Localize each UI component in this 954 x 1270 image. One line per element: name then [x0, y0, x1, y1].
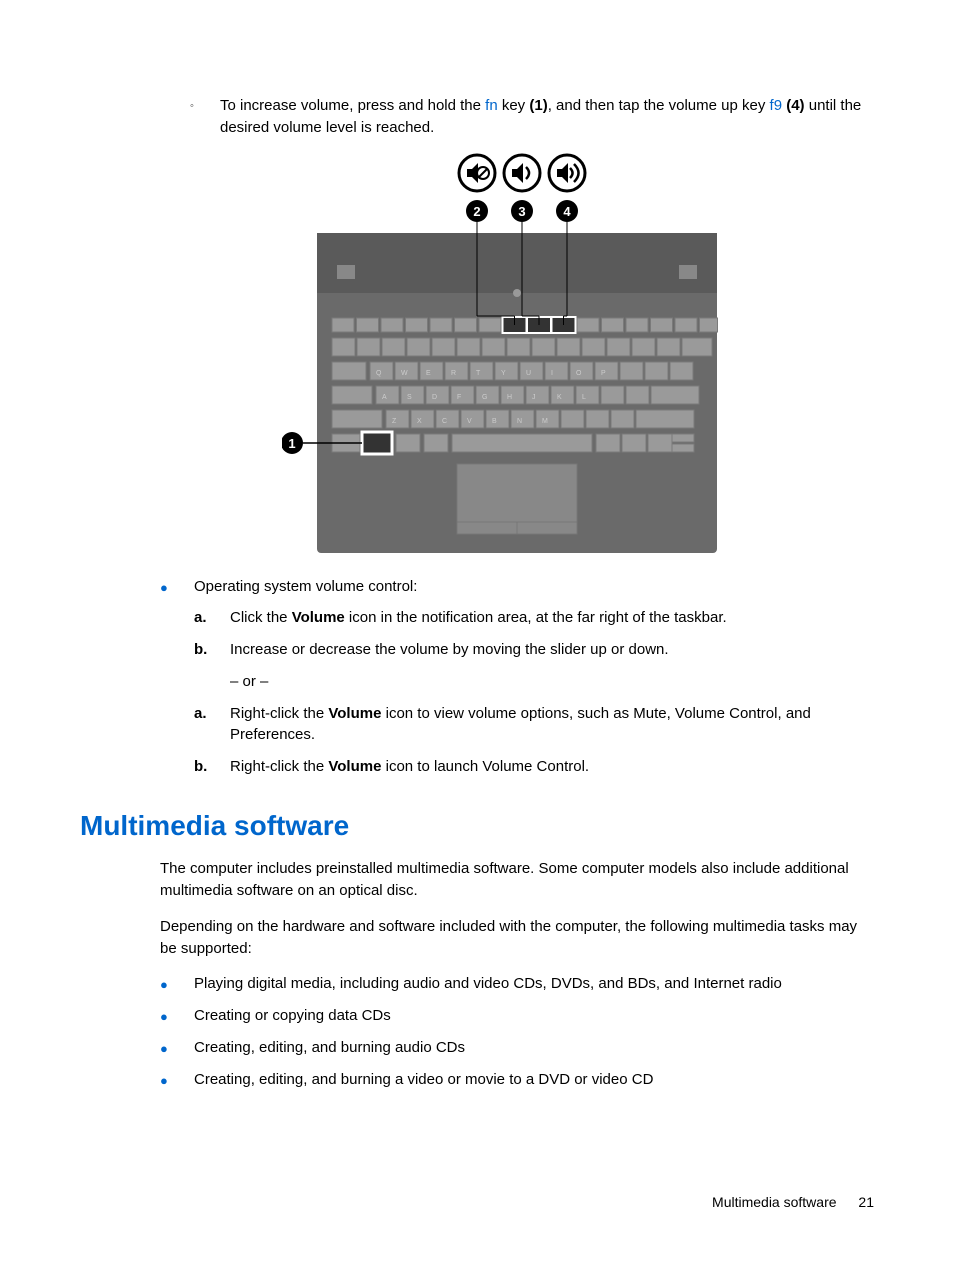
svg-text:F: F [457, 394, 461, 401]
bullet-icon: ● [160, 1069, 194, 1091]
svg-text:Z: Z [392, 418, 397, 425]
increase-volume-instruction: ◦ To increase volume, press and hold the… [190, 95, 874, 139]
step-marker: a. [194, 703, 230, 747]
step-marker: a. [194, 607, 230, 629]
step-text: Click the Volume icon in the notificatio… [230, 607, 874, 629]
svg-text:S: S [407, 394, 412, 401]
step-text: Right-click the Volume icon to view volu… [230, 703, 874, 747]
text-fragment: To increase volume, press and hold the [220, 97, 485, 114]
footer-page-number: 21 [858, 1194, 874, 1210]
f9-key-label: f9 [770, 97, 783, 114]
task-item: ●Creating, editing, and burning a video … [160, 1069, 874, 1091]
svg-text:I: I [551, 370, 553, 377]
step-text: Increase or decrease the volume by movin… [230, 639, 874, 661]
step-marker: b. [194, 756, 230, 778]
svg-text:L: L [582, 394, 586, 401]
step-a: a. Right-click the Volume icon to view v… [194, 703, 874, 747]
step-text: Right-click the Volume icon to launch Vo… [230, 756, 874, 778]
volume-label: Volume [292, 609, 345, 626]
task-item: ●Creating or copying data CDs [160, 1005, 874, 1027]
svg-text:Y: Y [501, 370, 506, 377]
text-fragment: Right-click the [230, 758, 328, 775]
sub-bullet-icon: ◦ [190, 95, 220, 139]
svg-text:3: 3 [518, 204, 525, 219]
svg-text:Q: Q [376, 370, 382, 377]
footer-label: Multimedia software [712, 1194, 837, 1210]
task-text: Creating or copying data CDs [194, 1005, 874, 1027]
task-text: Playing digital media, including audio a… [194, 973, 874, 995]
step-b: b. Right-click the Volume icon to launch… [194, 756, 874, 778]
svg-text:U: U [526, 370, 531, 377]
section-heading-multimedia: Multimedia software [80, 806, 874, 847]
bullet-icon: ● [160, 576, 194, 598]
section-paragraph-1: The computer includes preinstalled multi… [160, 858, 874, 902]
text-fragment: , and then tap the volume up key [548, 97, 770, 114]
svg-text:K: K [557, 394, 562, 401]
callout-ref-1: (1) [529, 97, 547, 114]
os-volume-heading: Operating system volume control: [194, 576, 874, 598]
volume-label: Volume [328, 758, 381, 775]
svg-text:H: H [507, 394, 512, 401]
svg-text:C: C [442, 418, 447, 425]
os-volume-heading-row: ● Operating system volume control: [160, 576, 874, 598]
section-body: The computer includes preinstalled multi… [160, 858, 874, 1090]
os-volume-steps-1: a. Click the Volume icon in the notifica… [194, 607, 874, 661]
bullet-icon: ● [160, 973, 194, 995]
text-fragment: Click the [230, 609, 292, 626]
step-a: a. Click the Volume icon in the notifica… [194, 607, 874, 629]
page-footer: Multimedia software 21 [712, 1192, 874, 1212]
task-text: Creating, editing, and burning a video o… [194, 1069, 874, 1091]
increase-volume-text: To increase volume, press and hold the f… [220, 95, 874, 139]
svg-text:V: V [467, 418, 472, 425]
task-item: ●Playing digital media, including audio … [160, 973, 874, 995]
svg-text:A: A [382, 394, 387, 401]
text-fragment: Right-click the [230, 705, 328, 722]
svg-text:G: G [482, 394, 487, 401]
svg-text:B: B [492, 418, 497, 425]
multimedia-tasks-list: ●Playing digital media, including audio … [160, 973, 874, 1090]
svg-text:X: X [417, 418, 422, 425]
svg-text:2: 2 [473, 204, 480, 219]
text-fragment: icon to launch Volume Control. [381, 758, 589, 775]
os-volume-steps-2: a. Right-click the Volume icon to view v… [194, 703, 874, 778]
svg-text:J: J [532, 394, 536, 401]
fn-key-label: fn [485, 97, 498, 114]
svg-text:D: D [432, 394, 437, 401]
svg-text:W: W [401, 370, 408, 377]
svg-text:M: M [542, 418, 548, 425]
step-marker: b. [194, 639, 230, 661]
text-fragment: icon in the notification area, at the fa… [345, 609, 727, 626]
page-content: ◦ To increase volume, press and hold the… [160, 95, 874, 778]
task-text: Creating, editing, and burning audio CDs [194, 1037, 874, 1059]
callout-ref-4: (4) [786, 97, 804, 114]
volume-label: Volume [328, 705, 381, 722]
bullet-icon: ● [160, 1037, 194, 1059]
svg-text:R: R [451, 370, 456, 377]
svg-text:4: 4 [563, 204, 571, 219]
svg-text:E: E [426, 370, 431, 377]
svg-text:N: N [517, 418, 522, 425]
svg-text:P: P [601, 370, 606, 377]
text-fragment: key [498, 97, 530, 114]
svg-text:T: T [476, 370, 481, 377]
svg-text:1: 1 [288, 436, 295, 451]
keyboard-hotkey-figure: 2 3 4 1 Q W E R T Y U I O P A S D F G H J K L Z X C V B N M [282, 153, 752, 558]
svg-text:O: O [576, 370, 582, 377]
section-paragraph-2: Depending on the hardware and software i… [160, 916, 874, 960]
bullet-icon: ● [160, 1005, 194, 1027]
or-separator: – or – [230, 671, 874, 693]
task-item: ●Creating, editing, and burning audio CD… [160, 1037, 874, 1059]
step-b: b. Increase or decrease the volume by mo… [194, 639, 874, 661]
